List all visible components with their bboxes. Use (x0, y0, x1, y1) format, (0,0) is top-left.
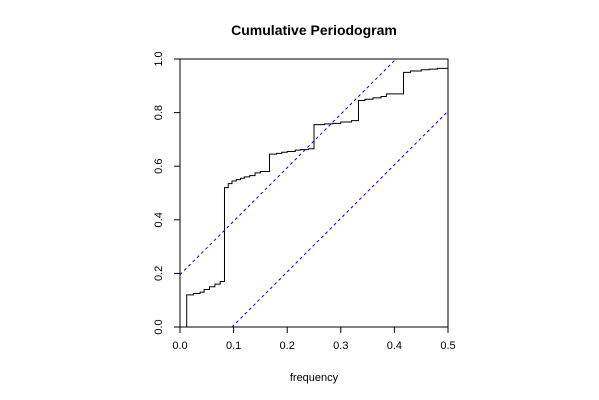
y-axis: 0.0 0.2 0.4 0.6 0.8 1.0 (153, 51, 181, 335)
x-tick-label: 0.0 (172, 340, 187, 352)
x-tick-label: 0.2 (280, 340, 295, 352)
y-tick-label: 0.6 (153, 159, 165, 174)
x-axis-label: frequency (290, 372, 339, 384)
x-axis: 0.0 0.1 0.2 0.3 0.4 0.5 (172, 326, 456, 352)
x-tick-label: 0.4 (387, 340, 402, 352)
plot-frame (179, 58, 449, 328)
y-tick-label: 0.2 (153, 266, 165, 281)
series-layer (180, 59, 448, 327)
x-tick-label: 0.3 (333, 340, 348, 352)
y-tick-label: 0.4 (153, 212, 165, 227)
x-tick-label: 0.1 (226, 340, 241, 352)
confidence-band-line-1 (180, 59, 397, 276)
chart-title: Cumulative Periodogram (231, 22, 397, 38)
confidence-band-line-2 (231, 110, 448, 327)
y-tick-label: 0.0 (153, 319, 165, 334)
cumulative-periodogram-line (186, 65, 448, 327)
y-tick-label: 1.0 (153, 51, 165, 66)
x-tick-label: 0.5 (440, 340, 455, 352)
y-tick-label: 0.8 (153, 105, 165, 120)
